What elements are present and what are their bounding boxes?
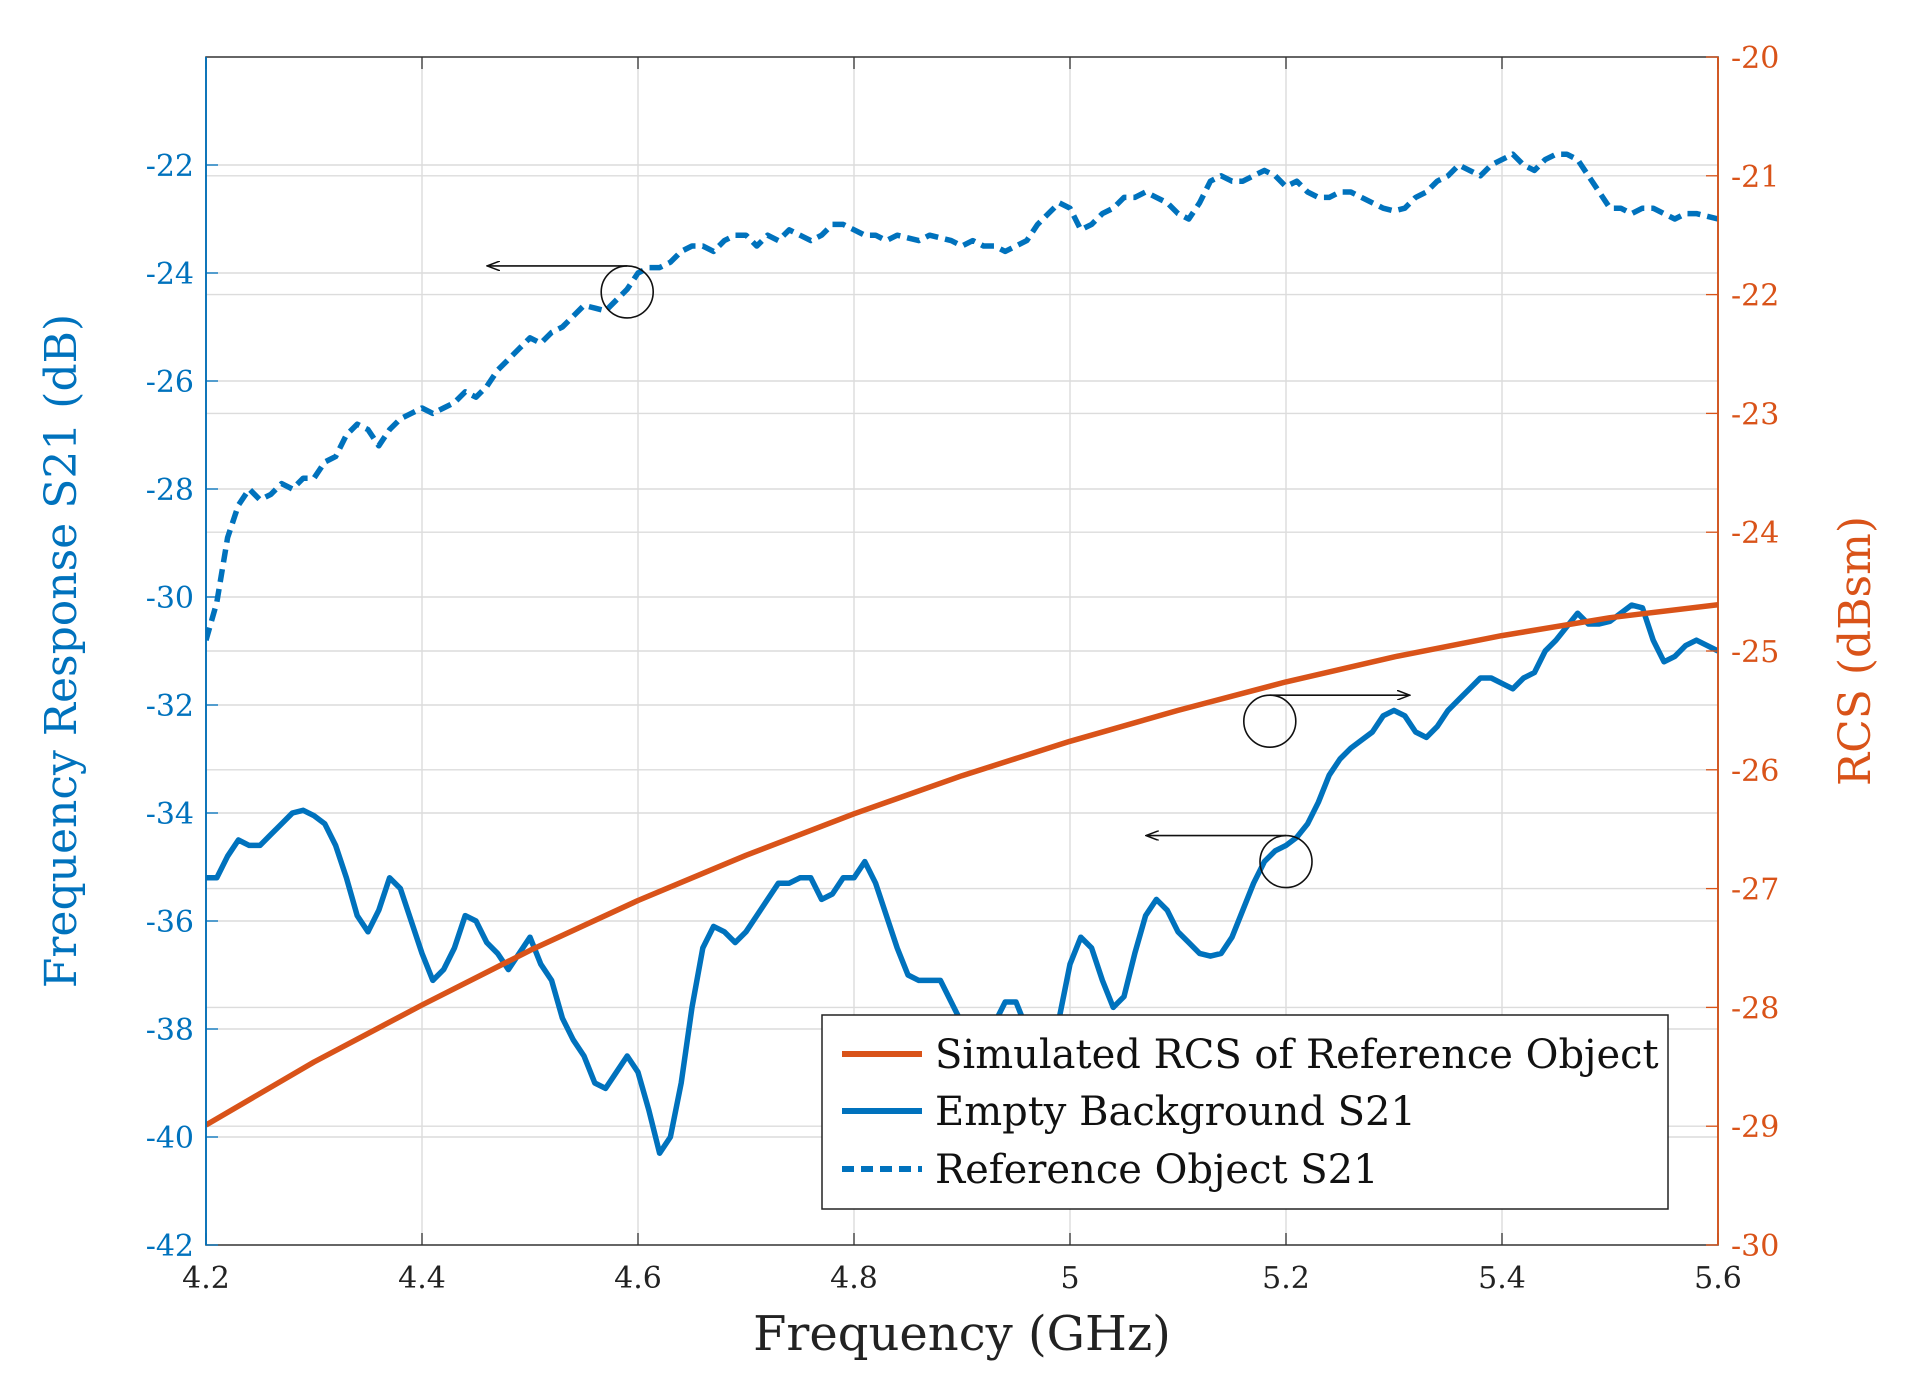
y-right-tick-label: -24	[1731, 516, 1779, 551]
y-right-tick-label: -30	[1731, 1229, 1779, 1264]
x-tick-label: 4.8	[830, 1261, 878, 1296]
y-right-tick-label: -26	[1731, 754, 1779, 789]
y-left-tick-label: -24	[146, 257, 194, 292]
legend-box	[821, 1014, 1669, 1210]
y-left-tick-label: -38	[146, 1013, 194, 1048]
y-left-tick-label: -32	[146, 689, 194, 724]
x-tick-label: 4.4	[398, 1261, 446, 1296]
y-left-tick-label: -42	[146, 1229, 194, 1264]
y-right-tick-label: -25	[1731, 635, 1779, 670]
series-line-reference-object	[206, 151, 1718, 641]
y-left-tick-label: -36	[146, 905, 194, 940]
x-tick-label: 4.6	[614, 1261, 662, 1296]
x-tick-label: 5.2	[1262, 1261, 1310, 1296]
y-left-tick-label: -26	[146, 365, 194, 400]
right-y-axis-label: RCS (dBsm)	[1830, 516, 1881, 786]
y-left-tick-label: -40	[146, 1121, 194, 1156]
x-tick-label: 5	[1060, 1261, 1079, 1296]
series-line-simulated-rcs	[206, 601, 1718, 1128]
y-left-tick-label: -34	[146, 797, 194, 832]
grid	[206, 57, 1718, 1245]
y-left-tick-label: -28	[146, 473, 194, 508]
y-left-tick-label: -22	[146, 149, 194, 184]
tick-labels: 4.2 4.4 4.6 4.8 5 5.2 5.4 5.6 -42 -40 -38 -36 -34 -32…	[146, 41, 1780, 1296]
y-left-tick-label: -30	[146, 581, 194, 616]
legend: Simulated RCS of Reference Object Empty …	[821, 1014, 1669, 1210]
legend-label-reference-object: Reference Object S21	[935, 1147, 1379, 1193]
x-tick-label: 4.2	[182, 1261, 230, 1296]
y-right-tick-label: -27	[1731, 873, 1779, 908]
legend-label-simulated-rcs: Simulated RCS of Reference Object	[935, 1032, 1659, 1078]
annotations	[487, 266, 1410, 889]
y-right-tick-label: -23	[1731, 397, 1779, 432]
y-right-tick-label: -28	[1731, 991, 1779, 1026]
y-right-tick-label: -20	[1731, 41, 1779, 76]
y-right-tick-label: -22	[1731, 279, 1779, 314]
x-tick-label: 5.6	[1694, 1261, 1742, 1296]
y-right-tick-label: -21	[1731, 160, 1779, 195]
y-right-tick-label: -29	[1731, 1110, 1779, 1145]
tick-marks	[205, 56, 1719, 1246]
legend-label-empty-background: Empty Background S21	[935, 1089, 1416, 1135]
x-tick-label: 5.4	[1478, 1261, 1526, 1296]
x-axis-label: Frequency (GHz)	[753, 1306, 1171, 1362]
left-y-axis-label: Frequency Response S21 (dB)	[36, 314, 87, 988]
